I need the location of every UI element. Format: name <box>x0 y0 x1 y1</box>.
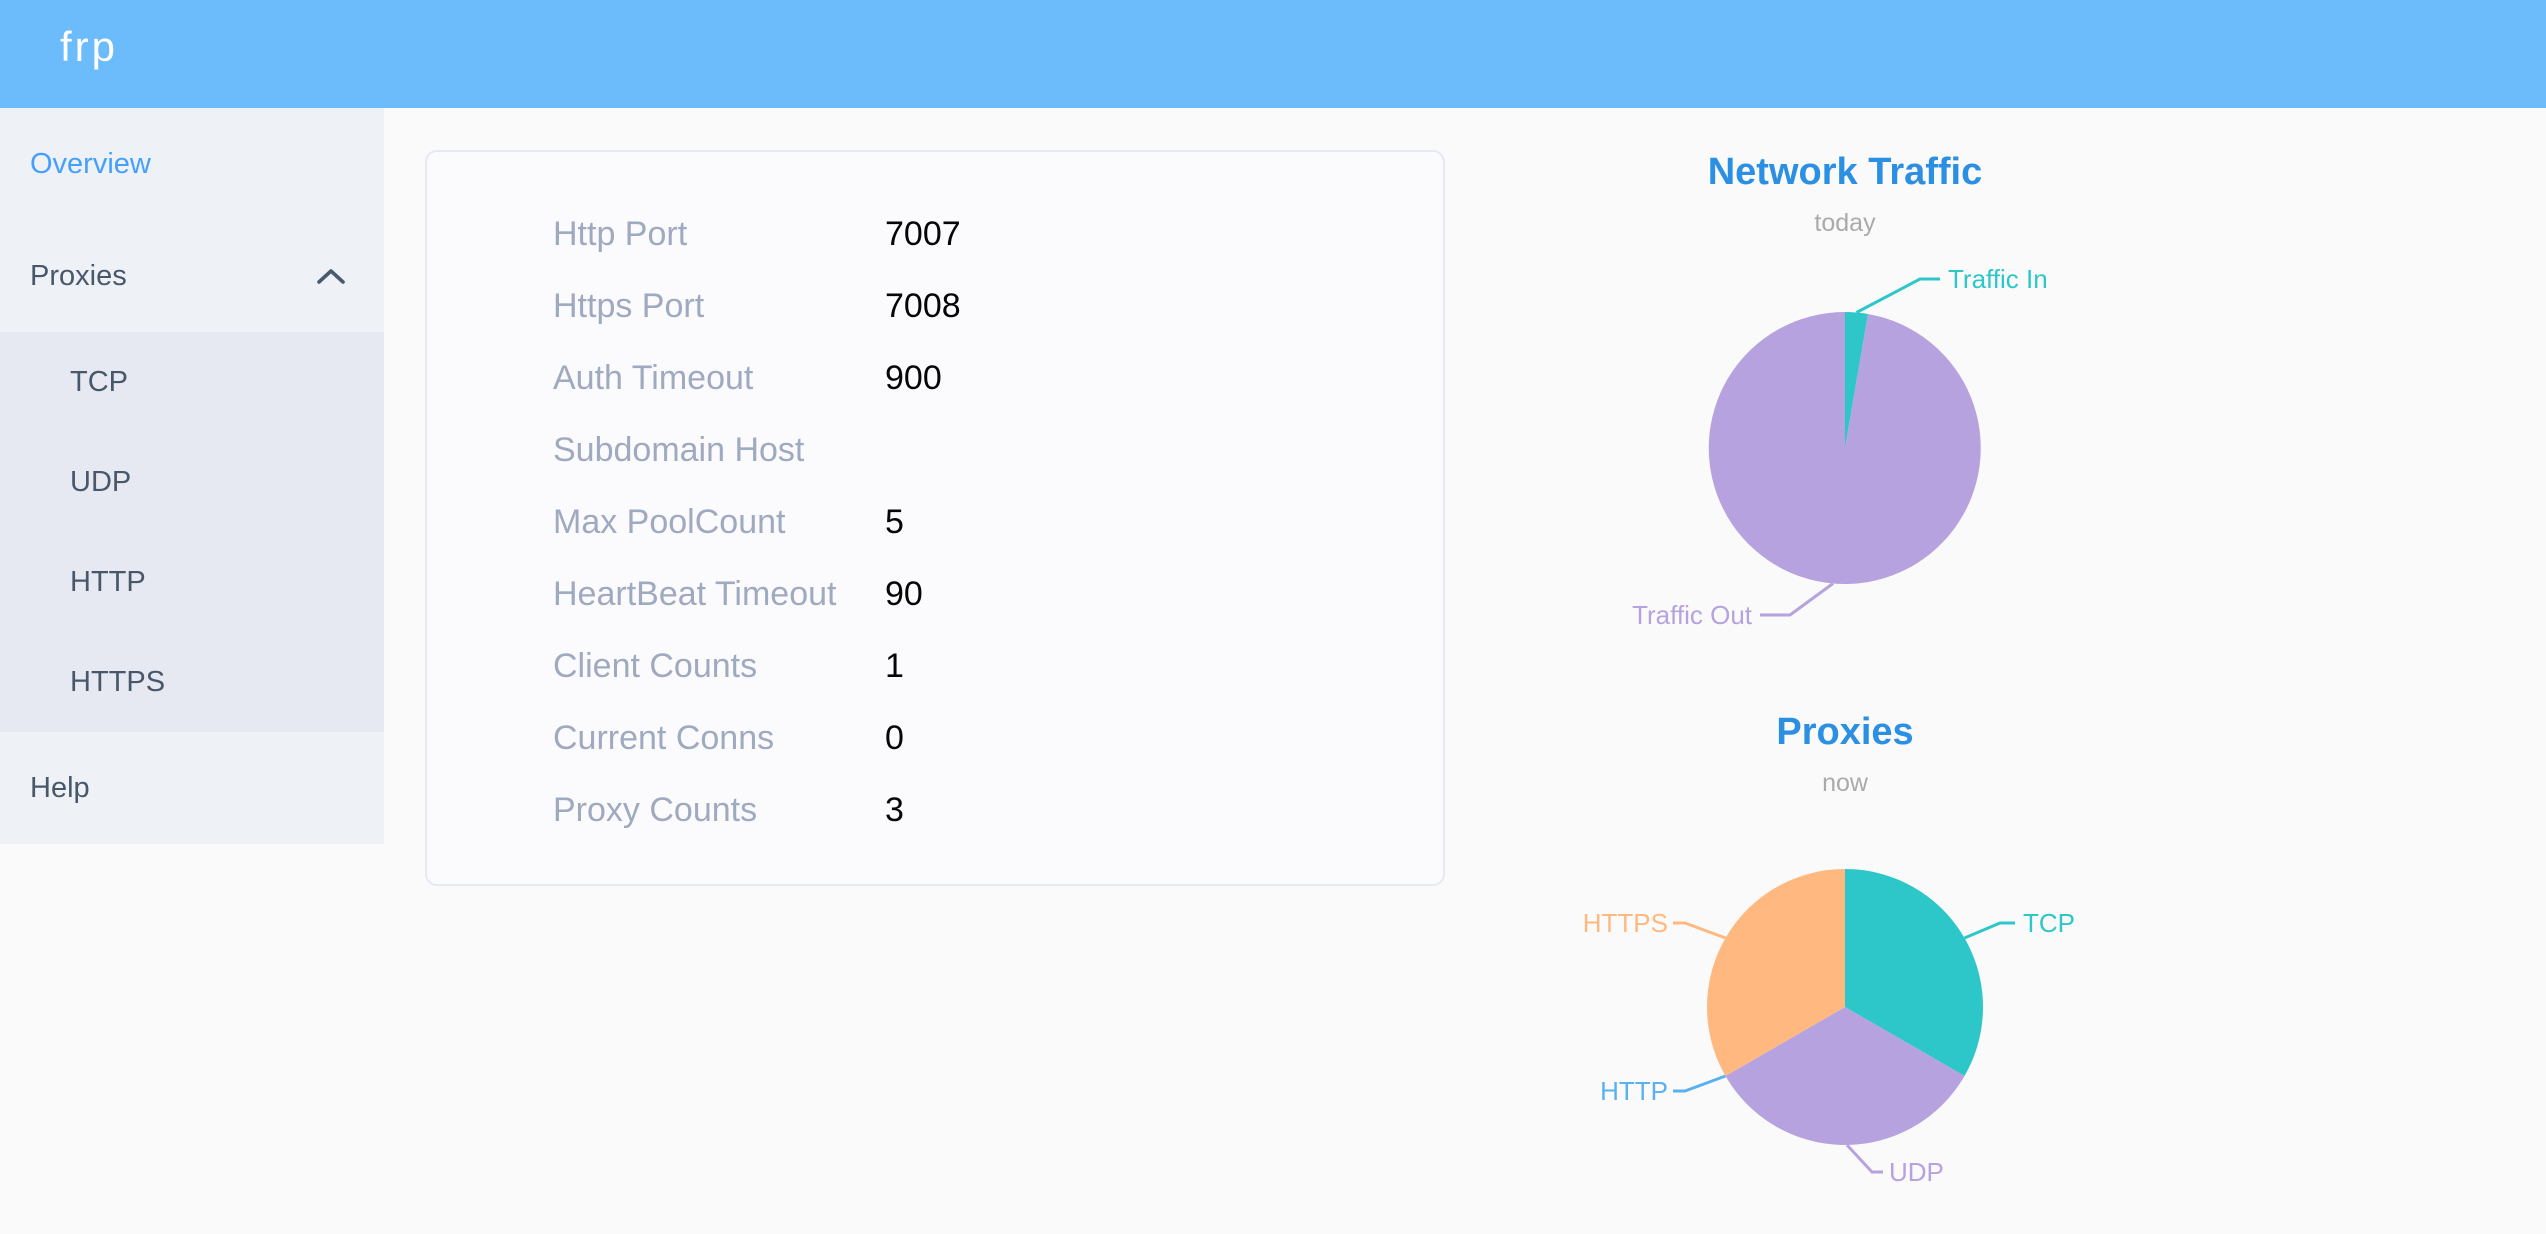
config-label: Http Port <box>553 214 688 253</box>
pie-label-line-traffic-in <box>1855 277 1940 314</box>
config-label: Max PoolCount <box>553 502 786 541</box>
sidebar: Overview Proxies TCP UDP HTTP HTTPS Help <box>0 108 384 844</box>
config-row: Proxy Counts 3 <box>427 774 1443 846</box>
pie-label-https: HTTPS <box>1583 908 1668 938</box>
network-traffic-pie: Traffic In Traffic Out <box>1632 264 2048 630</box>
config-value: 7007 <box>885 214 961 253</box>
config-value: 0 <box>885 718 904 757</box>
config-value: 900 <box>885 358 942 397</box>
config-row: Subdomain Host <box>427 414 1443 486</box>
config-row: Auth Timeout 900 <box>427 342 1443 414</box>
server-config-card: Http Port 7007 Https Port 7008 Auth Time… <box>425 150 1445 886</box>
config-label: Subdomain Host <box>553 430 805 469</box>
sidebar-item-label: HTTPS <box>70 665 166 698</box>
sidebar-item-label: UDP <box>70 465 132 498</box>
config-label: HeartBeat Timeout <box>553 574 837 613</box>
config-label: Proxy Counts <box>553 790 758 829</box>
sidebar-item-label: HTTP <box>70 565 146 598</box>
config-value: 90 <box>885 574 923 613</box>
chart-subtitle: today <box>1814 209 1876 237</box>
chart-subtitle: now <box>1822 769 1868 797</box>
sidebar-item-help[interactable]: Help <box>0 732 384 844</box>
sidebar-item-tcp[interactable]: TCP <box>0 332 384 432</box>
config-row: Max PoolCount 5 <box>427 486 1443 558</box>
pie-label-tcp: TCP <box>2023 908 2075 938</box>
config-label: Client Counts <box>553 646 758 685</box>
pie-label-traffic-in: Traffic In <box>1948 264 2048 294</box>
pie-slice-tcp[interactable] <box>1845 869 1983 1076</box>
sidebar-item-label: Help <box>30 771 90 804</box>
config-row: Current Conns 0 <box>427 702 1443 774</box>
config-value: 1 <box>885 646 904 685</box>
pie-label-traffic-out: Traffic Out <box>1632 600 1753 630</box>
pie-slice-https[interactable] <box>1707 869 1845 1076</box>
proxies-submenu: TCP UDP HTTP HTTPS <box>0 332 384 732</box>
config-row: HeartBeat Timeout 90 <box>427 558 1443 630</box>
config-value: 5 <box>885 502 904 541</box>
app-header: frp <box>0 0 2546 108</box>
config-row: Https Port 7008 <box>427 270 1443 342</box>
proxies-chart: TCP UDP HTTP HTTPS Proxies now <box>1545 700 2145 1234</box>
pie-label-line-https <box>1673 921 1727 940</box>
pie-label-line-traffic-out <box>1760 582 1834 617</box>
pie-label-line-udp <box>1845 1143 1883 1174</box>
chart-title: Proxies <box>1776 711 1914 753</box>
sidebar-item-overview[interactable]: Overview <box>0 108 384 220</box>
sidebar-item-http[interactable]: HTTP <box>0 532 384 632</box>
sidebar-item-label: Proxies <box>30 259 127 292</box>
pie-label-line-tcp <box>1963 921 2015 940</box>
app-logo: frp <box>60 23 119 70</box>
chevron-up-icon <box>317 269 345 284</box>
pie-slice-traffic-out[interactable] <box>1708 311 1981 584</box>
chart-title: Network Traffic <box>1707 151 1983 193</box>
pie-label-udp: UDP <box>1889 1157 1944 1187</box>
sidebar-item-udp[interactable]: UDP <box>0 432 384 532</box>
network-traffic-chart: Traffic In Traffic Out Network Traffic to… <box>1545 140 2145 670</box>
config-row: Http Port 7007 <box>427 198 1443 270</box>
config-label: Auth Timeout <box>553 358 754 397</box>
sidebar-item-label: TCP <box>70 365 128 398</box>
sidebar-item-label: Overview <box>30 147 151 180</box>
config-label: Current Conns <box>553 718 775 757</box>
config-value: 7008 <box>885 286 961 325</box>
config-label: Https Port <box>553 286 705 325</box>
sidebar-item-proxies[interactable]: Proxies <box>0 220 384 332</box>
sidebar-item-https[interactable]: HTTPS <box>0 632 384 732</box>
config-row: Client Counts 1 <box>427 630 1443 702</box>
pie-label-line-http <box>1673 1074 1727 1093</box>
proxies-pie: TCP UDP HTTP HTTPS <box>1583 869 2075 1187</box>
pie-slice-udp[interactable] <box>1725 1007 1965 1145</box>
pie-label-http: HTTP <box>1600 1076 1668 1106</box>
config-value: 3 <box>885 790 904 829</box>
pie-slice-traffic-in[interactable] <box>1845 312 1868 448</box>
